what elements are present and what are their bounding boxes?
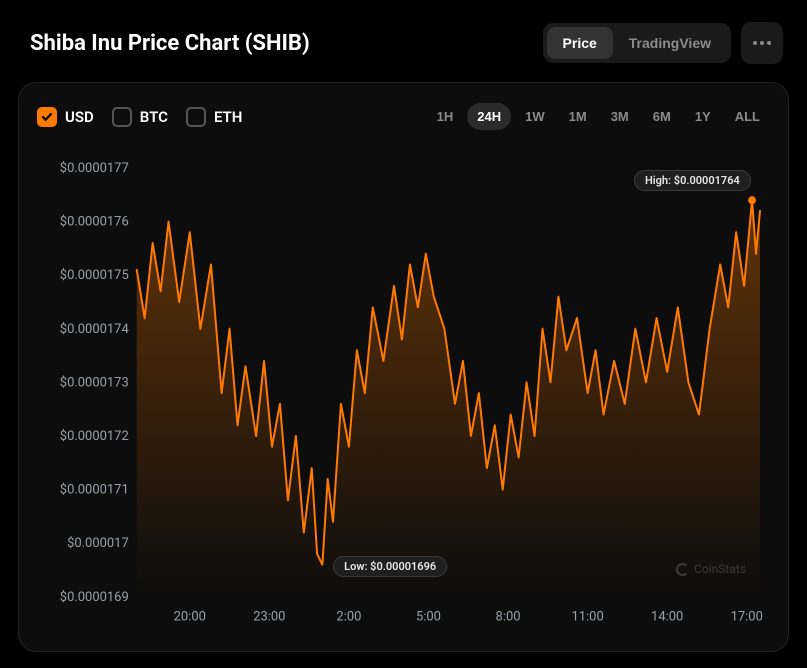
svg-text:$0.0000173: $0.0000173 bbox=[60, 375, 129, 390]
svg-text:17:00: 17:00 bbox=[731, 610, 763, 625]
checkbox-label: ETH bbox=[214, 108, 242, 126]
svg-text:$0.000017: $0.000017 bbox=[67, 536, 129, 551]
high-badge: High: $0.00001764 bbox=[634, 170, 751, 191]
chart-controls: USD BTC ETH 1H24H1W1M3M6M1YALL bbox=[37, 103, 770, 130]
time-range-picker: 1H24H1W1M3M6M1YALL bbox=[427, 103, 770, 130]
watermark: CoinStats bbox=[676, 562, 746, 576]
currency-checkbox-usd[interactable]: USD bbox=[37, 107, 94, 127]
svg-text:$0.0000171: $0.0000171 bbox=[60, 483, 129, 498]
range-1y[interactable]: 1Y bbox=[685, 103, 721, 130]
coinstats-icon bbox=[676, 563, 689, 576]
view-toggle: PriceTradingView bbox=[543, 23, 731, 63]
checkbox-icon bbox=[37, 107, 57, 127]
range-1h[interactable]: 1H bbox=[427, 103, 464, 130]
low-badge: Low: $0.00001696 bbox=[333, 556, 447, 577]
currency-checkbox-eth[interactable]: ETH bbox=[186, 107, 242, 127]
svg-text:2:00: 2:00 bbox=[336, 610, 361, 625]
svg-text:$0.0000172: $0.0000172 bbox=[60, 429, 129, 444]
svg-text:14:00: 14:00 bbox=[651, 610, 683, 625]
svg-text:$0.0000175: $0.0000175 bbox=[60, 268, 129, 283]
range-3m[interactable]: 3M bbox=[601, 103, 639, 130]
currency-checkboxes: USD BTC ETH bbox=[37, 107, 242, 127]
range-1w[interactable]: 1W bbox=[515, 103, 555, 130]
svg-text:5:00: 5:00 bbox=[416, 610, 441, 625]
range-6m[interactable]: 6M bbox=[643, 103, 681, 130]
chart-card: USDBTCETH 1H24H1W1M3M6M1YALL $0.0000177$… bbox=[18, 82, 789, 652]
header-controls: PriceTradingView bbox=[543, 22, 783, 64]
currency-checkbox-btc[interactable]: BTC bbox=[112, 107, 168, 127]
svg-text:$0.0000169: $0.0000169 bbox=[60, 590, 129, 605]
svg-text:23:00: 23:00 bbox=[253, 610, 285, 625]
checkbox-icon bbox=[186, 107, 206, 127]
svg-text:20:00: 20:00 bbox=[174, 610, 206, 625]
page-title: Shiba Inu Price Chart (SHIB) bbox=[30, 31, 310, 56]
more-button[interactable] bbox=[741, 22, 783, 64]
view-toggle-price[interactable]: Price bbox=[547, 27, 613, 59]
checkbox-label: BTC bbox=[140, 108, 168, 126]
range-24h[interactable]: 24H bbox=[467, 103, 511, 130]
svg-text:$0.0000176: $0.0000176 bbox=[60, 215, 129, 230]
svg-text:8:00: 8:00 bbox=[496, 610, 521, 625]
header: Shiba Inu Price Chart (SHIB) PriceTradin… bbox=[0, 0, 807, 64]
view-toggle-tradingview[interactable]: TradingView bbox=[613, 27, 727, 59]
svg-text:11:00: 11:00 bbox=[571, 610, 603, 625]
svg-text:$0.0000177: $0.0000177 bbox=[60, 161, 129, 176]
checkbox-icon bbox=[112, 107, 132, 127]
checkbox-label: USD bbox=[65, 108, 94, 126]
svg-text:$0.0000174: $0.0000174 bbox=[60, 322, 129, 337]
range-all[interactable]: ALL bbox=[725, 103, 770, 130]
ellipsis-icon bbox=[753, 41, 757, 45]
range-1m[interactable]: 1M bbox=[559, 103, 597, 130]
chart-area: $0.0000177 $0.0000176 $0.0000175 $0.0000174… bbox=[37, 158, 770, 628]
